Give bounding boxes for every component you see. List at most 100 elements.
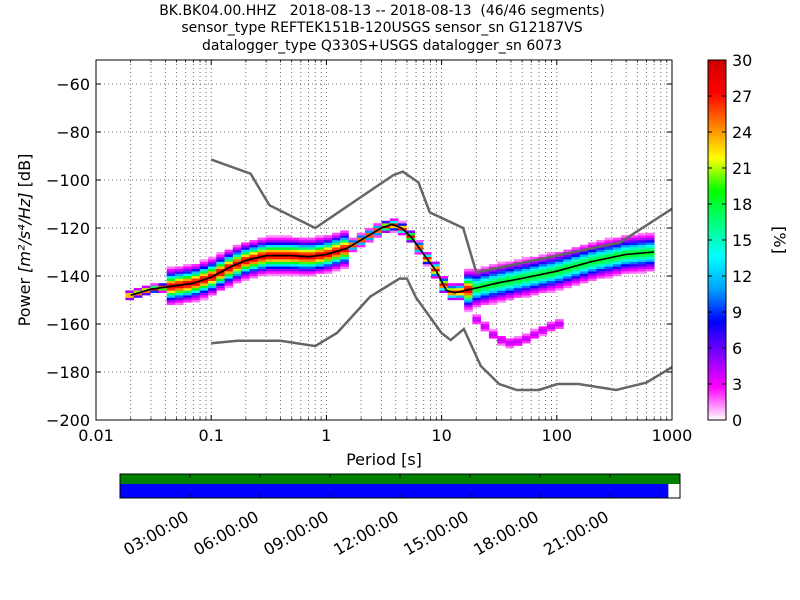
psd-cell <box>249 254 258 257</box>
psd-cell <box>546 261 556 265</box>
psd-cell <box>579 252 589 255</box>
psd-cell <box>274 261 283 265</box>
psd-cell <box>331 256 341 260</box>
psd-cell <box>588 254 597 257</box>
psd-cell <box>604 244 614 248</box>
psd-cell <box>183 264 192 267</box>
psd-cell <box>340 254 349 257</box>
psd-cell <box>612 264 622 267</box>
psd-cell <box>232 264 242 267</box>
psd-cell <box>637 247 647 250</box>
psd-cell <box>191 273 201 277</box>
psd-cell <box>315 264 325 267</box>
psd-cell <box>480 285 490 289</box>
psd-cell <box>307 240 316 243</box>
psd-cell <box>480 280 490 284</box>
psd-cell <box>274 273 283 277</box>
psd-cell <box>141 285 151 289</box>
psd-cell <box>323 261 333 265</box>
psd-cell <box>340 266 349 269</box>
colorbar-tick-label: 3 <box>732 375 742 394</box>
psd-cell <box>290 271 300 274</box>
psd-cell <box>174 285 184 289</box>
psd-cell <box>208 273 217 277</box>
psd-cell <box>356 235 366 238</box>
psd-cell <box>546 285 556 289</box>
psd-cell <box>530 273 539 277</box>
psd-cell <box>315 256 325 260</box>
psd-cell <box>530 271 539 274</box>
colorbar-tick-label: 12 <box>732 267 752 286</box>
psd-cell <box>645 254 655 257</box>
psd-cell <box>290 252 300 255</box>
psd-cell <box>414 242 424 245</box>
psd-cell <box>538 328 548 332</box>
psd-cell <box>373 228 382 231</box>
psd-cell <box>480 278 490 281</box>
psd-cell <box>307 247 316 250</box>
psd-cell <box>232 256 242 260</box>
colorbar-tick-label: 30 <box>732 51 752 70</box>
psd-cell <box>645 266 655 269</box>
psd-cell <box>166 271 176 274</box>
psd-cell <box>406 230 415 233</box>
psd-cell <box>488 278 498 281</box>
psd-cell <box>497 288 506 291</box>
colorbar-tick-label: 9 <box>732 303 742 322</box>
psd-cell <box>216 280 225 284</box>
psd-cell <box>183 285 192 289</box>
psd-cell <box>298 237 308 241</box>
psd-cell <box>365 228 374 231</box>
psd-cell <box>480 326 490 329</box>
psd-cell <box>183 295 192 298</box>
psd-cell <box>530 266 539 269</box>
psd-cell <box>274 235 283 238</box>
psd-cell <box>530 331 539 334</box>
psd-cell <box>282 242 292 245</box>
psd-cell <box>538 276 548 279</box>
psd-cell <box>265 244 275 248</box>
psd-cell <box>629 235 639 238</box>
psd-cell <box>199 271 209 274</box>
psd-cell <box>464 268 473 272</box>
psd-cell <box>637 240 647 243</box>
psd-cell <box>315 235 325 238</box>
psd-cell <box>348 244 358 248</box>
psd-cell <box>645 264 655 267</box>
psd-cell <box>315 247 325 250</box>
psd-cell <box>637 261 647 265</box>
psd-cell <box>538 254 548 257</box>
psd-cell <box>298 242 308 245</box>
psd-cell <box>604 276 614 279</box>
psd-cell <box>398 225 407 229</box>
time-tick-label: 06:00:00 <box>190 507 262 559</box>
psd-cell <box>546 326 556 329</box>
psd-cell <box>579 259 589 262</box>
psd-cell <box>307 271 316 274</box>
psd-cell <box>488 264 498 267</box>
psd-cell <box>340 256 349 260</box>
psd-cell <box>447 292 457 296</box>
psd-cell <box>538 331 548 334</box>
psd-cell <box>257 273 267 277</box>
x-tick-label: 10 <box>431 426 451 445</box>
psd-cell <box>348 247 358 250</box>
psd-cell <box>579 264 589 267</box>
psd-cell <box>579 268 589 272</box>
psd-cell <box>513 336 523 339</box>
psd-cell <box>323 259 333 262</box>
psd-cell <box>612 237 622 241</box>
psd-cell <box>645 252 655 255</box>
psd-cell <box>199 297 209 301</box>
psd-cell <box>166 290 176 293</box>
psd-cell <box>257 268 267 272</box>
y-tick-label: −120 <box>46 219 90 238</box>
psd-cell <box>398 230 407 233</box>
psd-cell <box>546 288 556 291</box>
psd-cell <box>274 271 283 274</box>
psd-cell <box>199 285 209 289</box>
psd-cell <box>232 273 242 277</box>
psd-cell <box>249 271 258 274</box>
psd-cell <box>546 264 556 267</box>
psd-cell <box>612 249 622 253</box>
